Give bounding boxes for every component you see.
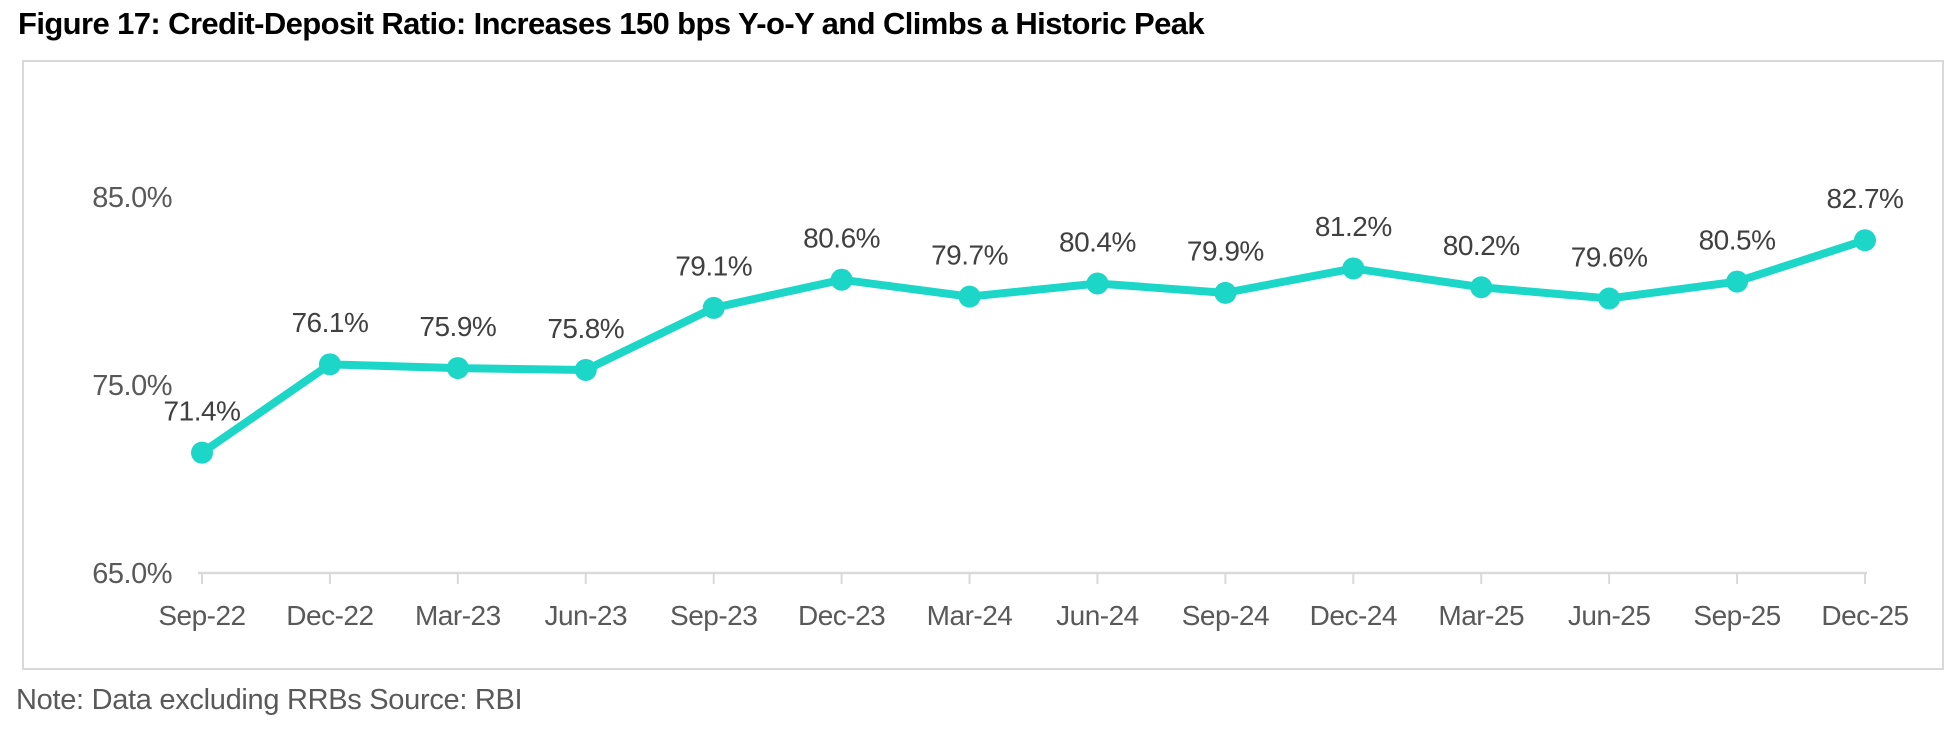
data-point-marker [1470, 276, 1493, 299]
x-axis-tick-label: Sep-24 [1182, 600, 1269, 631]
data-label: 82.7% [1827, 183, 1904, 214]
data-label: 81.2% [1315, 211, 1392, 242]
data-label: 80.6% [803, 223, 880, 254]
data-label: 80.5% [1699, 224, 1776, 255]
data-point-marker [191, 441, 213, 464]
x-axis-tick-label: Dec-22 [286, 600, 373, 631]
data-label: 76.1% [291, 307, 368, 338]
x-axis-tick-label: Dec-25 [1821, 600, 1908, 631]
y-axis-tick-label: 65.0% [92, 558, 172, 590]
x-axis-tick-label: Sep-22 [158, 600, 245, 631]
data-label: 75.8% [547, 313, 624, 344]
y-axis-tick-label: 85.0% [92, 182, 172, 214]
data-point-marker [318, 353, 341, 376]
data-label: 71.4% [164, 395, 241, 426]
x-axis-tick-label: Dec-24 [1310, 600, 1397, 631]
x-axis-tick-label: Dec-23 [798, 600, 885, 631]
data-point-marker [446, 357, 469, 380]
data-label: 80.4% [1059, 226, 1136, 257]
x-axis-tick-label: Sep-23 [670, 600, 757, 631]
data-label: 80.2% [1443, 230, 1520, 261]
x-axis-tick-label: Mar-23 [415, 600, 501, 631]
data-label: 79.6% [1571, 241, 1648, 272]
data-point-marker [1342, 257, 1365, 280]
x-axis-tick-label: Sep-25 [1693, 600, 1780, 631]
data-label: 79.7% [931, 239, 1008, 270]
x-axis-tick-label: Mar-25 [1438, 600, 1524, 631]
chart-plot-area: 85.0% 75.0% 65.0% Sep-22 Dec-22 Mar-23 Jun-23 S… [22, 60, 1944, 670]
data-point-marker [830, 268, 853, 291]
y-axis-tick-label: 75.0% [92, 370, 172, 402]
trend-line [198, 236, 1869, 457]
data-point-marker [574, 358, 597, 381]
source-note: Note: Data excluding RRBs Source: RBI [16, 684, 523, 716]
data-point-marker [1854, 229, 1876, 252]
x-axis-tick-label: Mar-24 [927, 600, 1013, 631]
data-label: 75.9% [419, 311, 496, 342]
x-axis-tick-label: Jun-25 [1568, 600, 1651, 631]
x-axis-tick-label: Jun-24 [1056, 600, 1139, 631]
data-label: 79.9% [1187, 236, 1264, 267]
data-point-marker [702, 296, 725, 319]
data-point-marker [1214, 281, 1237, 304]
chart-title: Figure 17: Credit-Deposit Ratio: Increas… [18, 6, 1205, 41]
data-label: 79.1% [675, 251, 752, 282]
data-point-marker [1726, 270, 1749, 293]
data-point-marker [1598, 287, 1621, 310]
data-point-marker [958, 285, 981, 308]
data-point-marker [1086, 272, 1109, 295]
credit-deposit-line-chart: 85.0% 75.0% 65.0% Sep-22 Dec-22 Mar-23 Jun-23 S… [92, 182, 1909, 631]
x-axis-tick-label: Jun-23 [544, 600, 627, 631]
